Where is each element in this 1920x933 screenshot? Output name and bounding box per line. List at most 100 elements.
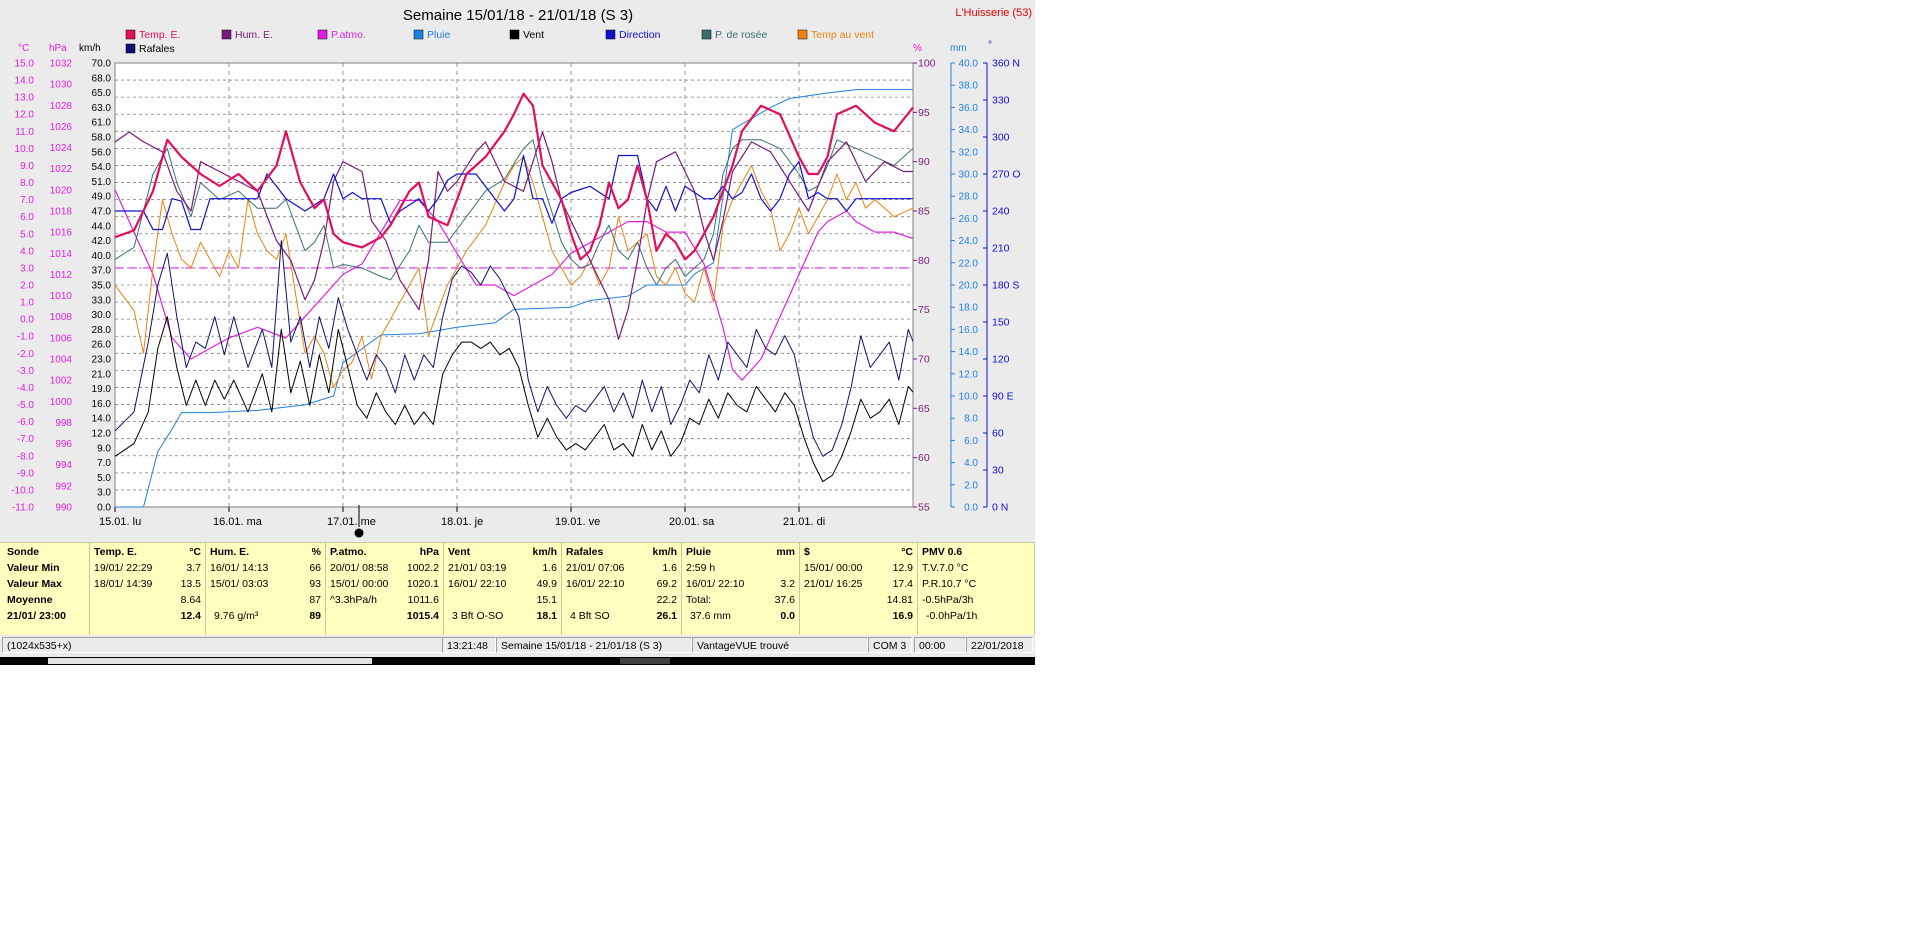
wind-tick-label: 14.0	[92, 414, 112, 425]
stats-min-date: 15/01/ 00:00	[804, 562, 863, 574]
stats-avg-value: 87	[309, 594, 321, 606]
wind-tick-label: 63.0	[92, 103, 112, 114]
horizontal-scrollbar[interactable]	[0, 657, 1035, 665]
wind-tick-label: 44.0	[92, 221, 112, 232]
wind-tick-label: 7.0	[97, 458, 111, 469]
temp-tick-label: 5.0	[20, 229, 34, 240]
humidity-tick-label: 65	[918, 403, 930, 415]
stats-current-value: 12.4	[180, 610, 201, 622]
stats-avg-note: ^3.3hPa/h	[330, 594, 377, 606]
stats-max-date: 15/01/ 03:03	[210, 578, 269, 590]
wind-tick-label: 23.0	[92, 355, 112, 366]
wind-tick-label: 51.0	[92, 177, 112, 188]
direction-tick-label: 240	[992, 206, 1010, 218]
stats-avg-note: -0.5hPa/3h	[922, 594, 974, 606]
stats-column: P.atmo. hPa 20/01/ 08:58 1002.2 15/01/ 00:00…	[326, 543, 444, 635]
legend-swatch	[701, 29, 712, 40]
stats-min-date: 21/01/ 07:06	[566, 562, 625, 574]
stats-max-value: 3.2	[780, 578, 795, 590]
temp-tick-label: 11.0	[15, 127, 34, 138]
scroll-thumb[interactable]	[48, 658, 372, 664]
stats-max-date: 16/01/ 22:10	[448, 578, 507, 590]
pressure-tick-label: 1006	[50, 333, 73, 344]
temp-tick-label: -9.0	[17, 468, 35, 479]
axis-unit-label: hPa	[49, 43, 67, 54]
rain-tick-label: 0.0	[964, 503, 978, 514]
stats-current-note: -0.0hPa/1h	[926, 610, 978, 622]
temp-tick-label: -3.0	[17, 366, 35, 377]
rain-tick-label: 32.0	[959, 147, 979, 158]
wind-tick-label: 65.0	[92, 88, 112, 99]
series-line-vent	[114, 316, 914, 483]
stats-min-value: 1.6	[542, 562, 557, 574]
stats-avg-value: 1011.6	[407, 594, 439, 606]
status-clock: 00:00	[914, 637, 966, 653]
rain-tick-label: 8.0	[964, 414, 978, 425]
stats-max-date: 16/01/ 22:10	[566, 578, 625, 590]
pressure-tick-label: 996	[55, 439, 72, 450]
legend-label: Vent	[523, 29, 544, 41]
wind-tick-label: 9.0	[97, 443, 111, 454]
direction-tick-label: 360 N	[992, 58, 1020, 70]
stats-max-value: 1020.1	[406, 578, 439, 590]
legend-swatch	[413, 29, 424, 40]
stats-col-head: Temp. E.	[94, 546, 137, 558]
x-tick-label: 16.01. ma	[213, 516, 263, 528]
stats-min-date: 21/01/ 03:19	[448, 562, 507, 574]
stats-avg-value: 8.64	[180, 594, 201, 606]
legend-label: P.atmo.	[331, 29, 366, 41]
wind-tick-label: 56.0	[92, 147, 112, 158]
wind-tick-label: 3.0	[97, 488, 111, 499]
rain-tick-label: 36.0	[959, 103, 979, 114]
stats-max-value: 49.9	[536, 578, 557, 590]
direction-tick-label: 180 S	[992, 280, 1019, 292]
legend-swatch	[797, 29, 808, 40]
rain-tick-label: 18.0	[959, 303, 979, 314]
x-tick-label: 18.01. je	[441, 516, 483, 528]
pressure-tick-label: 1028	[50, 101, 73, 112]
x-tick-label: 15.01. lu	[99, 516, 141, 528]
series-line-direction	[115, 154, 913, 231]
stats-avg-note: Total:	[686, 594, 712, 606]
stats-row-label: Moyenne	[7, 594, 53, 606]
rain-tick-label: 28.0	[959, 192, 979, 203]
wind-tick-label: 42.0	[92, 236, 112, 247]
stats-column: Temp. E. °C 19/01/ 22:29 3.7 18/01/ 14:39 13.…	[90, 543, 206, 635]
humidity-tick-label: 55	[918, 502, 930, 514]
x-tick-label: 21.01. di	[783, 516, 825, 528]
status-size: (1024x535+x)	[2, 637, 446, 653]
temp-tick-label: -2.0	[17, 349, 35, 360]
humidity-tick-label: 60	[918, 452, 930, 464]
temp-tick-label: -5.0	[17, 400, 35, 411]
pressure-tick-label: 1010	[50, 291, 73, 302]
weather-app-window: Semaine 15/01/18 - 21/01/18 (S 3) L'Huis…	[0, 0, 1035, 665]
axis-unit-label: km/h	[79, 43, 101, 54]
temp-tick-label: -10.0	[11, 485, 34, 496]
temp-tick-label: -6.0	[17, 417, 35, 428]
temp-tick-label: 14.0	[15, 76, 35, 87]
stats-table: Sonde Valeur Min Valeur Max Moyenne 21/01/ 2…	[0, 542, 1035, 635]
stats-row-label: Sonde	[7, 546, 40, 558]
pressure-tick-label: 1020	[50, 185, 73, 196]
legend-label: Rafales	[139, 43, 175, 55]
legend-label: Hum. E.	[235, 29, 273, 41]
rain-tick-label: 4.0	[964, 458, 978, 469]
wind-tick-label: 37.0	[92, 266, 112, 277]
wind-tick-label: 0.0	[97, 503, 111, 514]
chart-title: Semaine 15/01/18 - 21/01/18 (S 3)	[403, 7, 633, 24]
stats-col-head: $	[804, 546, 810, 558]
stats-col-head: P.atmo.	[330, 546, 367, 558]
stats-column: Pluie mm 2:59 h 16/01/ 22:10 3.2 Total: 37.6 37…	[682, 543, 800, 635]
stats-current-value: 0.0	[780, 610, 795, 622]
pressure-tick-label: 1032	[50, 59, 73, 70]
legend-label: P. de rosée	[715, 29, 768, 41]
temp-tick-label: 4.0	[20, 246, 34, 257]
stats-min-date: 20/01/ 08:58	[330, 562, 389, 574]
legend-label: Temp au vent	[811, 29, 874, 41]
pressure-tick-label: 1004	[50, 355, 73, 366]
stats-col-unit: °C	[901, 546, 913, 558]
marker-dot[interactable]	[354, 528, 364, 538]
temp-tick-label: 6.0	[20, 212, 34, 223]
stats-row-label: 21/01/ 23:00	[7, 610, 66, 622]
temp-tick-label: -8.0	[17, 451, 35, 462]
